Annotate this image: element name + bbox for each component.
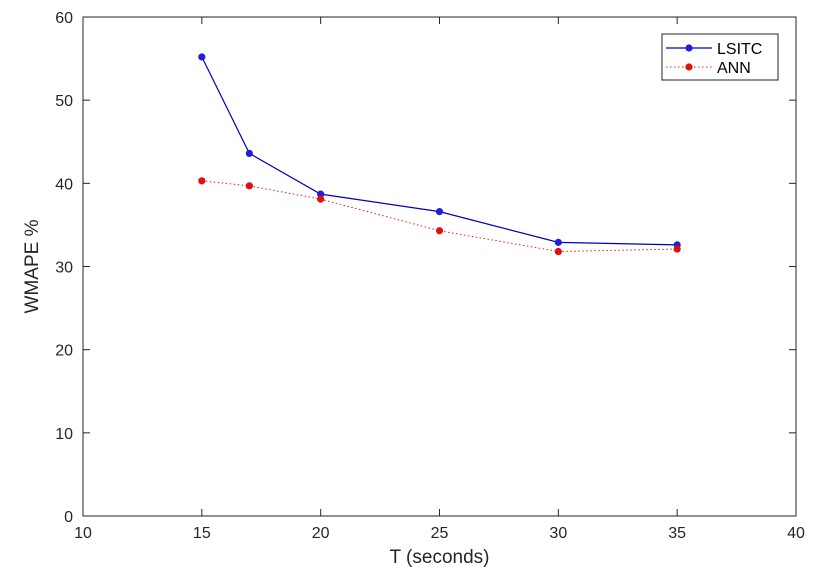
data-point [435, 227, 444, 235]
legend-item-lsitc: LSITC [666, 41, 762, 58]
x-tick-label: 20 [312, 525, 330, 542]
legend: LSITC ANN [661, 33, 779, 81]
y-tick-label: 0 [64, 509, 73, 526]
legend-item-ann: ANN [666, 60, 751, 77]
y-tick-label: 50 [55, 93, 73, 110]
data-point [435, 208, 444, 216]
y-tick-label: 10 [55, 426, 73, 443]
legend-marker [685, 44, 693, 52]
legend-label: LSITC [717, 41, 762, 58]
legend-marker [685, 63, 693, 71]
data-point [673, 245, 681, 253]
data-point [317, 195, 325, 203]
legend-label: ANN [717, 60, 751, 77]
series-line [201, 56, 678, 246]
y-tick-label: 40 [55, 176, 73, 193]
x-tick-label: 10 [74, 525, 92, 542]
x-tick-label: 30 [549, 525, 567, 542]
series-ann [198, 177, 681, 256]
x-tick-label: 15 [193, 525, 211, 542]
data-point [198, 53, 206, 61]
series-layer [198, 53, 681, 256]
x-tick-label: 35 [668, 525, 686, 542]
data-point [245, 149, 253, 157]
y-tick-label: 20 [55, 343, 73, 360]
legend-box [661, 33, 779, 81]
data-point [317, 190, 325, 198]
data-point [198, 177, 206, 185]
plot-area [82, 16, 797, 517]
x-tick-label: 40 [787, 525, 805, 542]
data-point [554, 238, 562, 246]
data-point [554, 247, 562, 256]
y-tick-label: 30 [55, 260, 73, 277]
data-point [245, 182, 253, 190]
x-tick-label: 25 [431, 525, 449, 542]
y-tick-label: 60 [55, 10, 73, 27]
y-axis-label: WMAPE % [22, 219, 43, 313]
axis-ticks [82, 16, 797, 517]
x-axis-label: T (seconds) [390, 547, 490, 568]
